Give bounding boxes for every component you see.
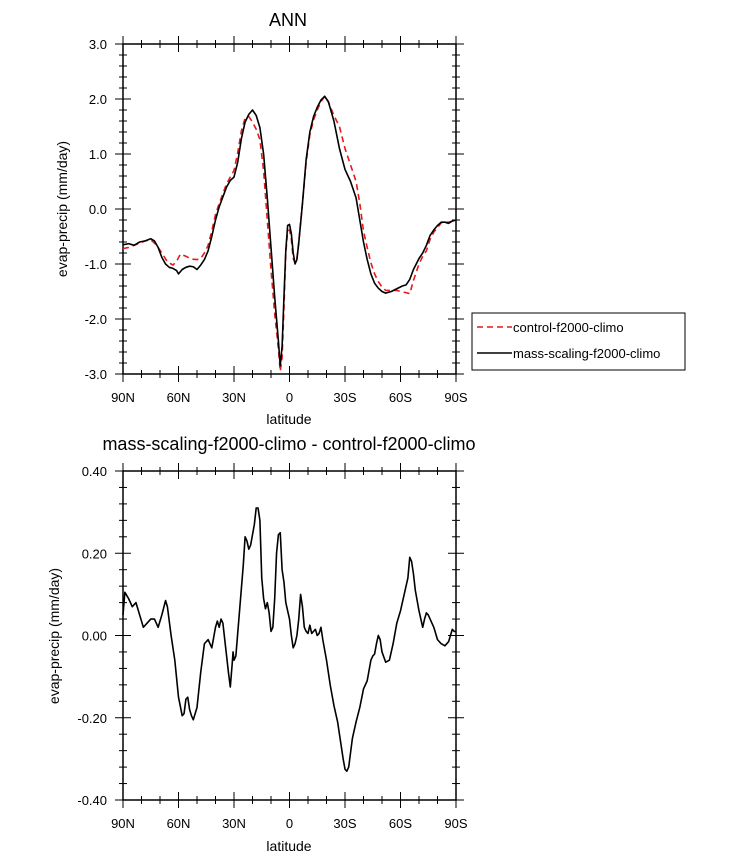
x-axis-label: latitude <box>266 838 311 854</box>
minor-ticks <box>119 40 460 378</box>
x-tick-label: 30N <box>222 390 246 405</box>
x-tick-label: 30S <box>333 390 356 405</box>
y-tick-label: -1.0 <box>85 257 107 272</box>
x-tick-label: 30N <box>222 816 246 831</box>
y-tick-label: 0.20 <box>82 546 107 561</box>
x-tick-label: 0 <box>286 816 293 831</box>
y-tick-label: -3.0 <box>85 367 107 382</box>
y-tick-label: -0.20 <box>77 711 107 726</box>
plot-frame <box>122 470 457 801</box>
legend-box <box>471 312 686 371</box>
x-tick-labels: 90N 60N 30N 0 30S 60S 90S <box>111 816 468 831</box>
x-tick-label: 90N <box>111 816 135 831</box>
y-tick-label: 1.0 <box>89 147 107 162</box>
series-layer <box>122 507 456 773</box>
series-line-difference <box>122 507 456 773</box>
chart-title: mass-scaling-f2000-climo - control-f2000… <box>102 434 475 454</box>
y-axis-label: evap-precip (mm/day) <box>54 141 70 277</box>
x-tick-label: 60N <box>167 816 191 831</box>
chart-panel-evap-precip: ANN 90N 60N 30N 0 30S 60S 90S -3.0 -2.0 -1.0 0.0 1… <box>54 10 468 427</box>
y-tick-label: 0.0 <box>89 202 107 217</box>
major-ticks <box>115 463 464 808</box>
y-tick-labels: -3.0 -2.0 -1.0 0.0 1.0 2.0 3.0 <box>85 37 107 382</box>
legend: control-f2000-climo mass-scaling-f2000-c… <box>471 312 686 371</box>
x-tick-label: 30S <box>333 816 356 831</box>
x-tick-label: 60S <box>389 390 412 405</box>
y-tick-label: 3.0 <box>89 37 107 52</box>
y-tick-labels: -0.40 -0.20 0.00 0.20 0.40 <box>77 464 107 808</box>
series-line-mass-scaling <box>122 95 457 367</box>
y-tick-label: 0.00 <box>82 629 107 644</box>
x-tick-label: 90N <box>111 390 135 405</box>
chart-panel-difference: mass-scaling-f2000-climo - control-f2000… <box>46 434 476 854</box>
y-tick-label: -2.0 <box>85 312 107 327</box>
plot-frame <box>122 43 457 375</box>
chart-title: ANN <box>269 10 307 30</box>
legend-label-control: control-f2000-climo <box>513 320 624 335</box>
series-layer <box>122 95 457 373</box>
major-ticks <box>115 36 464 382</box>
y-tick-label: 2.0 <box>89 92 107 107</box>
minor-ticks <box>119 467 460 804</box>
y-axis-label: evap-precip (mm/day) <box>46 568 62 704</box>
y-tick-label: -0.40 <box>77 793 107 808</box>
x-tick-label: 0 <box>286 390 293 405</box>
series-line-control <box>122 95 457 373</box>
x-tick-label: 60N <box>167 390 191 405</box>
x-tick-label: 60S <box>389 816 412 831</box>
legend-label-mass-scaling: mass-scaling-f2000-climo <box>513 346 660 361</box>
x-axis-label: latitude <box>266 411 311 427</box>
x-tick-label: 90S <box>444 816 467 831</box>
y-tick-label: 0.40 <box>82 464 107 479</box>
x-tick-labels: 90N 60N 30N 0 30S 60S 90S <box>111 390 468 405</box>
x-tick-label: 90S <box>444 390 467 405</box>
